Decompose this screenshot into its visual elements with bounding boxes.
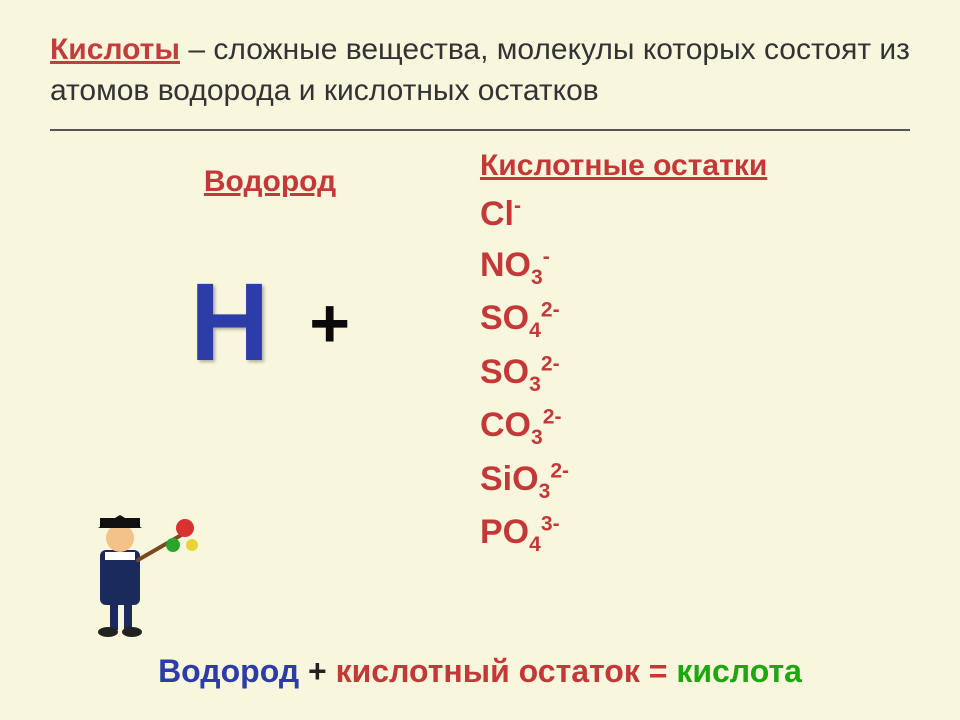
eq-equals: =: [640, 653, 676, 689]
column-hydrogen: Водород Н +: [60, 141, 480, 560]
column-residues: Кислотные остатки Cl-NO3-SO42-SO32-CO32-…: [480, 141, 900, 560]
residue-item: SO42-: [480, 293, 900, 346]
hydrogen-plus-row: Н +: [60, 259, 480, 386]
big-hydrogen-letter: Н: [190, 259, 269, 386]
header-block: Кислоты – сложные вещества, молекулы кот…: [0, 0, 960, 111]
residue-item: NO3-: [480, 240, 900, 293]
residue-item: SiO32-: [480, 454, 900, 507]
residue-item: CO32-: [480, 400, 900, 453]
content-row: Водород Н + Кислотные остатки Cl-NO3-SO4…: [0, 131, 960, 560]
residue-item: SO32-: [480, 347, 900, 400]
professor-icon: [50, 500, 200, 640]
eq-hydrogen: Водород: [158, 653, 299, 689]
hydrogen-label: Водород: [60, 165, 480, 199]
residue-item: Cl-: [480, 189, 900, 240]
bottom-equation: Водород + кислотный остаток = кислота: [0, 653, 960, 690]
eq-plus: +: [299, 653, 335, 689]
residue-label: Кислотные остатки: [480, 149, 900, 183]
eq-acid: кислота: [676, 653, 802, 689]
eq-residue: кислотный остаток: [336, 653, 640, 689]
residue-item: PO43-: [480, 507, 900, 560]
title-word: Кислоты: [50, 33, 180, 66]
residue-list: Cl-NO3-SO42-SO32-CO32-SiO32-PO43-: [480, 189, 900, 560]
plus-sign: +: [309, 283, 350, 363]
